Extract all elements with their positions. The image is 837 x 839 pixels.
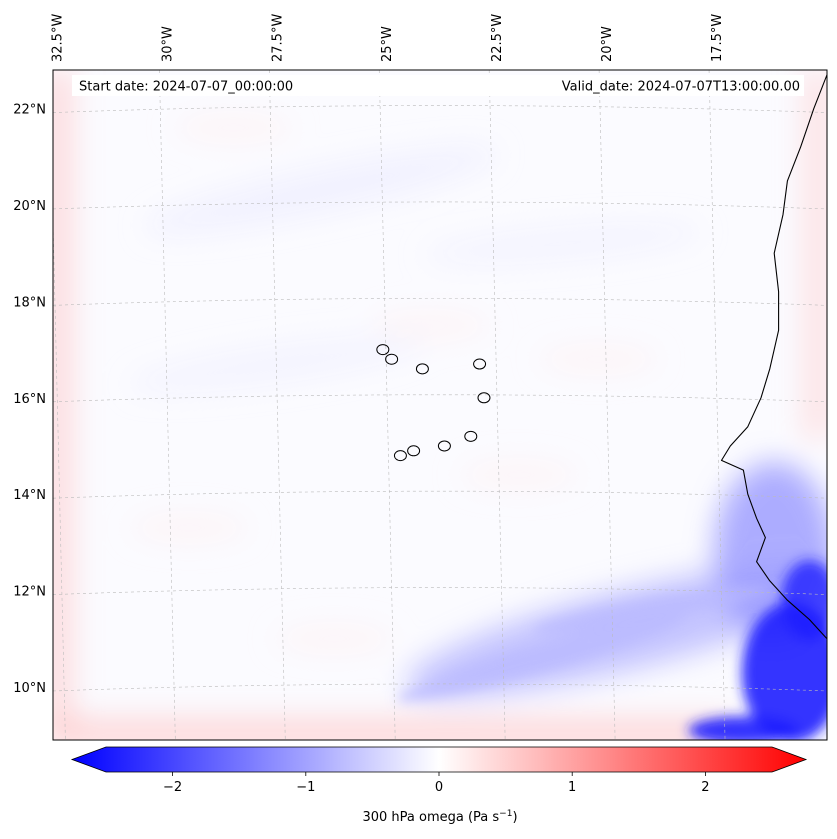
colorbar-tick-label-4: 2 [701, 780, 709, 795]
lon-tick-label-0: 32.5°W [50, 14, 65, 62]
field-boundary-subsidence-west [53, 70, 73, 740]
meridian-0 [53, 208, 66, 740]
meridian-4 [488, 70, 506, 740]
colorbar-label-close: ) [512, 810, 517, 825]
field-strong-ascent-southeast [781, 560, 827, 641]
colorbar-ticks: −2 −1 0 1 2 [163, 772, 710, 795]
parallel-4 [53, 298, 827, 306]
graticule [53, 70, 827, 740]
field-ascent-band-southeast [532, 585, 770, 634]
lat-tick-label-3: 16°N [13, 392, 46, 407]
lon-tick-label-5: 20°W [600, 26, 615, 62]
lat-tick-label-2: 14°N [13, 488, 46, 503]
map-area [52, 69, 828, 741]
colorbar-tick-label-1: −1 [296, 780, 315, 795]
island-santo-antao [376, 344, 390, 356]
island-boa-vista [477, 392, 491, 404]
lat-tick-label-0: 10°N [13, 681, 46, 696]
parallel-2 [53, 490, 827, 499]
colorbar-tick-label-0: −2 [163, 780, 182, 795]
field-weak-subsidence-3 [129, 513, 250, 542]
coastline-africa [720, 74, 827, 640]
field-weak-subsidence-2 [459, 460, 580, 489]
lat-tick-label-6: 22°N [13, 103, 46, 118]
field-weak-ascent-north [145, 147, 498, 234]
parallel-3 [53, 394, 827, 403]
start-date-text: Start date: 2024-07-07_00:00:00 [79, 80, 293, 95]
field-weak-ascent-north [423, 223, 703, 264]
colorbar-label: 300 hPa omega (Pa s−1) [362, 809, 517, 825]
parallel-1 [53, 587, 827, 595]
field-weak-subsidence-1 [371, 311, 492, 340]
field-boundary-subsidence-south [53, 718, 735, 740]
meridian-2 [268, 70, 286, 740]
lon-tick-label-1: 30°W [160, 26, 175, 62]
latitude-labels: 10°N 12°N 14°N 16°N 18°N 20°N 22°N [13, 103, 46, 696]
colorbar-body [70, 746, 808, 773]
field-ascent-band-southeast [396, 614, 686, 702]
lat-tick-label-4: 18°N [13, 295, 46, 310]
lat-tick-label-1: 12°N [13, 585, 46, 600]
field-weak-subsidence-4 [538, 345, 659, 374]
parallel-0 [53, 683, 827, 692]
coastlines [376, 74, 827, 640]
island-maio [464, 430, 478, 442]
field-weak-ascent-north [128, 336, 426, 392]
colorbar-tick-label-3: 1 [568, 780, 576, 795]
field-boundary-subsidence-east [803, 70, 827, 439]
field-weak-subsidence-0 [173, 113, 294, 142]
omega-field [53, 70, 827, 740]
date-info-bar: Start date: 2024-07-07_00:00:00 Valid_da… [72, 75, 804, 96]
meridian-5 [598, 70, 616, 740]
lon-tick-label-2: 27.5°W [270, 14, 285, 62]
island-fogo [407, 445, 421, 457]
colorbar-label-main: 300 hPa omega (Pa s [362, 810, 499, 825]
field-weak-subsidence-5 [274, 624, 395, 653]
longitude-labels: 32.5°W 30°W 27.5°W 25°W 22.5°W 20°W 17.5°W [50, 14, 725, 62]
meridian-1 [159, 70, 176, 740]
lat-tick-label-5: 20°N [13, 199, 46, 214]
meridian-6 [708, 70, 726, 740]
date-info-background [72, 75, 804, 96]
colorbar-label-exponent: −1 [499, 809, 512, 819]
island-sao-vicente [385, 353, 399, 365]
field-strong-ascent-southeast [688, 716, 799, 740]
colorbar: −2 −1 0 1 2 300 hPa omega (Pa s−1) [70, 746, 808, 825]
island-brava [393, 450, 407, 462]
lon-tick-label-6: 17.5°W [710, 14, 725, 62]
lon-tick-label-3: 25°W [380, 26, 395, 62]
parallel-5 [53, 201, 827, 210]
island-sal [473, 358, 487, 370]
map-frame [52, 69, 828, 741]
island-sao-nicolau [415, 363, 429, 375]
island-santiago [437, 440, 451, 452]
parallel-6 [53, 105, 827, 113]
meridian-3 [378, 70, 396, 740]
lon-tick-label-4: 22.5°W [490, 14, 505, 62]
valid-date-text: Valid_date: 2024-07-07T13:00:00.00 [562, 80, 800, 95]
colorbar-tick-label-2: 0 [435, 780, 443, 795]
field-detail [396, 560, 827, 740]
